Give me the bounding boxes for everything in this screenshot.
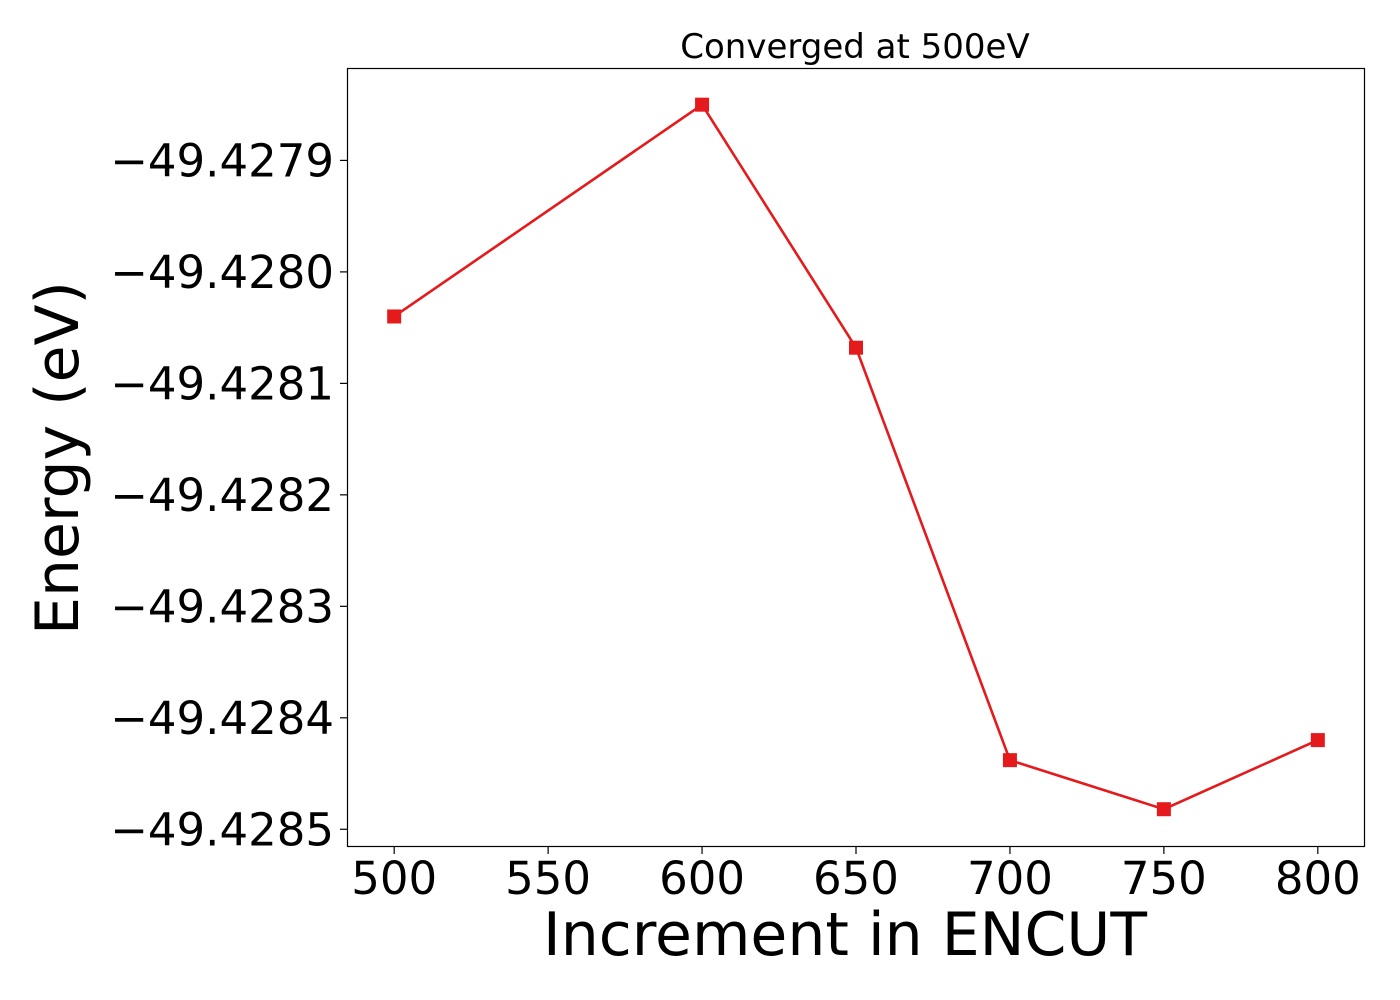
data-point-marker: [1156, 802, 1171, 817]
y-axis-label: Energy (eV): [23, 281, 93, 635]
x-tick-label: 650: [813, 852, 899, 905]
y-tick-label: −49.4283: [110, 580, 334, 633]
data-point-marker: [1310, 733, 1325, 748]
data-point-marker: [1002, 753, 1017, 768]
x-tick-label: 750: [1121, 852, 1207, 905]
plot-area: [387, 97, 1325, 817]
y-axis: −49.4279 −49.4280 −49.4281 −49.4282 −49.4283…: [110, 134, 348, 856]
data-point-marker: [695, 97, 710, 112]
chart-title: Converged at 500eV: [680, 27, 1029, 67]
x-tick-label: 500: [351, 852, 437, 905]
y-tick-label: −49.4280: [110, 246, 334, 299]
x-tick-label: 800: [1275, 852, 1361, 905]
y-tick-label: −49.4285: [110, 803, 334, 856]
x-axis: 500 550 600 650 700 750 800: [351, 846, 1361, 905]
x-tick-label: 700: [967, 852, 1053, 905]
data-point-marker: [387, 309, 402, 324]
series-line: [393, 102, 1319, 811]
x-axis-label: Increment in ENCUT: [543, 900, 1147, 970]
data-point-marker: [849, 340, 863, 355]
plot-frame: [346, 67, 1366, 848]
y-tick-label: −49.4281: [110, 357, 334, 410]
y-tick-label: −49.4282: [110, 469, 334, 522]
x-tick-label: 550: [505, 852, 591, 905]
y-tick-label: −49.4284: [110, 692, 334, 745]
y-tick-label: −49.4279: [110, 134, 334, 187]
x-tick-label: 600: [659, 852, 745, 905]
